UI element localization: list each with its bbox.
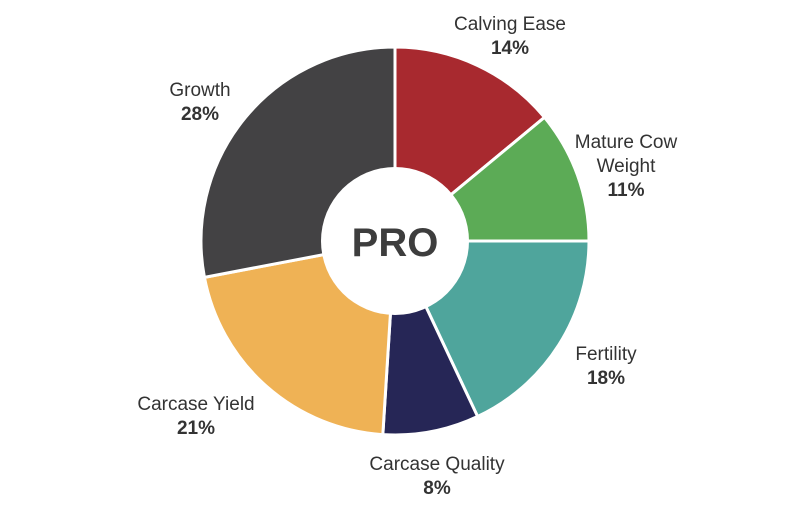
slice-label-calving-ease: Calving Ease 14% (454, 14, 566, 59)
center-label: PRO (352, 221, 439, 265)
slice-value-label: 8% (423, 478, 451, 499)
slice-value-label: 18% (587, 368, 625, 389)
slice-label-text: Weight (597, 156, 657, 177)
slice-value-label: 11% (608, 180, 645, 201)
donut-hole (321, 167, 469, 315)
slice-value-label: 14% (491, 38, 529, 59)
slice-labels: Calving Ease 14% Mature Cow Weight 11% Fertil… (137, 14, 677, 499)
slice-label-text: Carcase Quality (369, 454, 505, 475)
slice-label-carcase-yield: Carcase Yield 21% (137, 394, 254, 439)
slice-label-growth: Growth 28% (169, 80, 230, 125)
slice-label-mature-cow-weight: Mature Cow Weight 11% (575, 132, 678, 201)
slice-label-carcase-quality: Carcase Quality 8% (369, 454, 505, 499)
slice-label-text: Carcase Yield (137, 394, 254, 415)
slice-label-text: Growth (169, 80, 230, 101)
slice-label-fertility: Fertility 18% (575, 344, 637, 389)
slice-value-label: 21% (177, 418, 215, 439)
slice-label-text: Calving Ease (454, 14, 566, 35)
slice-label-text: Mature Cow (575, 132, 678, 153)
slice-value-label: 28% (181, 104, 219, 125)
slice-label-text: Fertility (575, 344, 637, 365)
